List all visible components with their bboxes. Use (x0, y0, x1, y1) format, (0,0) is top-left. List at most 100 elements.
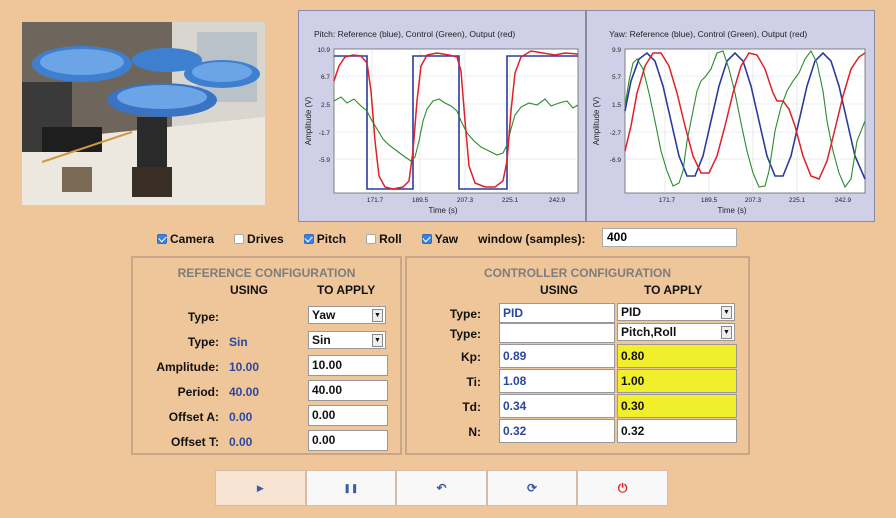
yaw-xtick: 242.9 (835, 197, 852, 204)
ref-period-using: 40.00 (229, 385, 260, 399)
ctrl-n-input[interactable]: 0.32 (617, 419, 737, 443)
yaw-label: Yaw (434, 232, 459, 246)
pitch-plot-title: Pitch: Reference (blue), Control (Green)… (314, 29, 515, 39)
ctrl-ti-input[interactable]: 1.00 (617, 369, 737, 393)
chevron-down-icon: ▼ (721, 306, 732, 319)
yaw-xtick: 189.5 (701, 197, 718, 204)
ctrl-kp-using: 0.89 (499, 344, 615, 368)
ref-waveform-select[interactable]: Sin ▼ (308, 331, 386, 349)
yaw-xtick: 171.7 (659, 197, 676, 204)
pitch-option[interactable]: Pitch (303, 232, 347, 246)
pitch-xtick: 242.9 (549, 197, 566, 204)
pitch-plot: Pitch: Reference (blue), Control (Green)… (304, 29, 579, 215)
reference-apply-header: TO APPLY (317, 283, 376, 297)
yaw-ytick: 1.5 (612, 102, 621, 109)
yaw-checkbox[interactable] (421, 234, 432, 244)
controller-apply-header: TO APPLY (644, 283, 703, 297)
yaw-xtick: 225.1 (789, 197, 806, 204)
roll-checkbox[interactable] (366, 234, 377, 244)
pitch-ytick: -1.7 (319, 130, 331, 137)
play-button[interactable]: ▶ (215, 470, 306, 506)
ref-offset-a-input[interactable]: 0.00 (308, 405, 388, 426)
ctrl-axis-select[interactable]: Pitch,Roll ▼ (617, 323, 735, 341)
pitch-xtick: 207.3 (457, 197, 474, 204)
yaw-xlabel: Time (s) (717, 206, 746, 215)
ctrl-type-value: PID (621, 305, 642, 319)
refresh-button[interactable]: ⟳ (486, 470, 578, 506)
chevron-down-icon: ▼ (721, 326, 732, 339)
power-icon: ⏻ (617, 480, 628, 495)
play-icon: ▶ (256, 482, 264, 493)
pitch-reference-line (334, 55, 578, 190)
chevron-down-icon: ▼ (372, 309, 383, 322)
ctrl-type-using: PID (499, 303, 615, 323)
ctrl-ti-using: 1.08 (499, 369, 615, 393)
ctrl-n-using: 0.32 (499, 419, 615, 443)
yaw-option[interactable]: Yaw (421, 232, 459, 246)
yaw-xtick: 207.3 (745, 197, 762, 204)
camera-feed-image (22, 22, 265, 205)
ref-amplitude-label: Amplitude: (156, 360, 219, 374)
pause-icon: ❚❚ (343, 482, 359, 493)
drives-option[interactable]: Drives (234, 232, 284, 246)
pitch-plot-panel: Pitch: Reference (blue), Control (Green)… (298, 10, 586, 222)
yaw-plot-title: Yaw: Reference (blue), Control (Green), … (609, 29, 807, 39)
pitch-ytick: 10.9 (317, 47, 330, 54)
yaw-control-line (624, 49, 866, 189)
ctrl-axis-using (499, 323, 615, 343)
pitch-checkbox[interactable] (303, 234, 314, 244)
pitch-ytick: 2.5 (321, 102, 330, 109)
ref-amplitude-using: 10.00 (229, 360, 260, 374)
yaw-ytick: -6.9 (610, 157, 622, 164)
yaw-ytick: 9.9 (612, 47, 621, 54)
yaw-plot-panel: Yaw: Reference (blue), Control (Green), … (586, 10, 875, 222)
window-label: window (samples): (478, 232, 586, 246)
ref-type2-label: Type: (187, 335, 219, 349)
ref-amplitude-input[interactable]: 10.00 (308, 355, 388, 376)
controller-using-header: USING (540, 283, 579, 297)
roll-option[interactable]: Roll (366, 232, 402, 246)
ref-type-select[interactable]: Yaw ▼ (308, 306, 386, 324)
ref-type-value: Yaw (312, 308, 336, 322)
undo-icon: ↶ (436, 481, 447, 495)
pitch-ytick: -5.9 (319, 157, 331, 164)
reference-using-header: USING (230, 283, 269, 297)
ctrl-kp-input[interactable]: 0.80 (617, 344, 737, 368)
ref-offset-a-using: 0.00 (229, 410, 253, 424)
yaw-ytick: 5.7 (612, 74, 621, 81)
camera-checkbox[interactable] (157, 234, 167, 244)
yaw-ylabel: Amplitude (V) (592, 96, 601, 145)
pause-button[interactable]: ❚❚ (305, 470, 397, 506)
ref-period-input[interactable]: 40.00 (308, 380, 388, 401)
yaw-output-line (624, 52, 866, 180)
ctrl-type-select[interactable]: PID ▼ (617, 303, 735, 321)
ref-offset-a-label: Offset A: (168, 410, 219, 424)
window-samples-input[interactable]: 400 (602, 228, 737, 247)
ctrl-td-label: Td: (462, 400, 481, 414)
ctrl-ti-label: Ti: (466, 375, 481, 389)
camera-label: Camera (170, 232, 215, 246)
power-button[interactable]: ⏻ (577, 470, 668, 506)
reference-config-title: REFERENCE CONFIGURATION (177, 266, 356, 280)
pitch-xtick: 225.1 (502, 197, 519, 204)
yaw-reference-line (624, 51, 866, 180)
ref-offset-t-input[interactable]: 0.00 (308, 430, 388, 451)
drives-checkbox[interactable] (234, 234, 245, 244)
camera-option[interactable]: Camera (157, 232, 214, 246)
reset-button[interactable]: ↶ (396, 470, 487, 506)
display-options: Camera Drives Pitch Roll Yaw window (sam… (157, 231, 585, 247)
yaw-plot: Yaw: Reference (blue), Control (Green), … (592, 29, 866, 215)
pitch-control-line (333, 96, 579, 162)
ref-offset-t-using: 0.00 (229, 435, 253, 449)
ref-offset-t-label: Offset T: (171, 435, 219, 449)
ref-type2-using: Sin (229, 335, 248, 349)
ref-period-label: Period: (177, 385, 219, 399)
refresh-icon: ⟳ (527, 481, 538, 495)
pitch-xtick: 189.5 (412, 197, 429, 204)
ctrl-td-input[interactable]: 0.30 (617, 394, 737, 418)
ctrl-kp-label: Kp: (461, 350, 481, 364)
ctrl-td-using: 0.34 (499, 394, 615, 418)
ctrl-n-label: N: (468, 425, 481, 439)
ctrl-type-label: Type: (449, 307, 481, 321)
pitch-label: Pitch (316, 232, 347, 246)
